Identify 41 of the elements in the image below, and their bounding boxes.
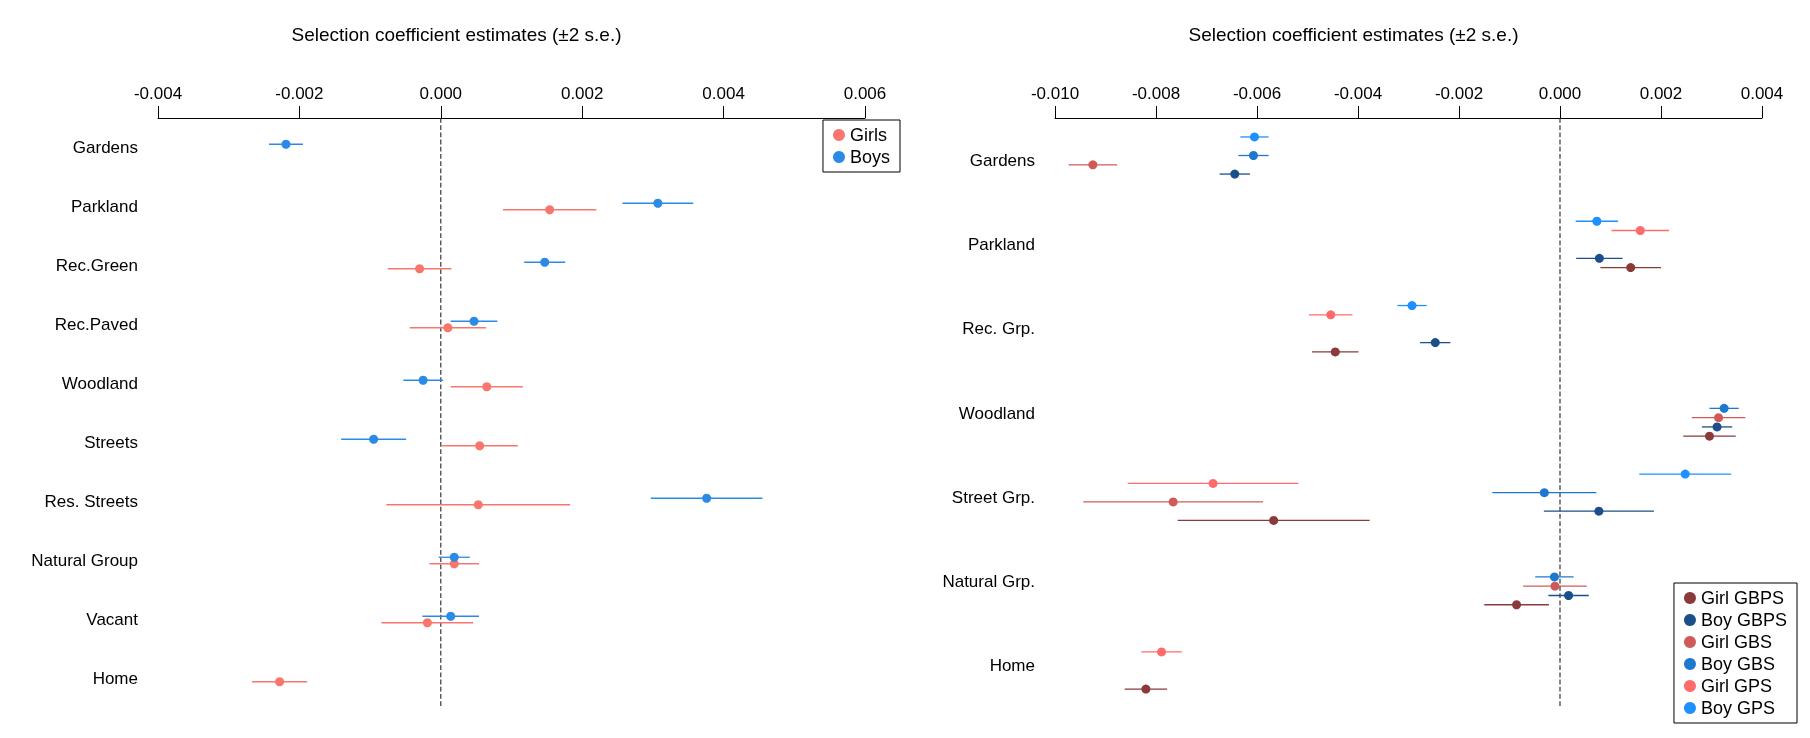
y-tick-label: Rec.Green: [55, 256, 138, 275]
y-tick-label: Natural Group: [31, 551, 138, 570]
y-tick-label: Woodland: [61, 374, 138, 393]
y-tick-label: Home: [989, 656, 1035, 676]
x-tick-label: -0.006: [1232, 84, 1282, 103]
y-tick-label: Rec.Paved: [54, 315, 138, 334]
y-tick-label: Parkland: [70, 197, 138, 216]
y-tick-label: Streets: [84, 433, 138, 452]
x-tick-label: 0.002: [1639, 84, 1683, 103]
y-tick-label: Res. Streets: [44, 492, 138, 511]
legend-label: Boy GPS: [1700, 698, 1775, 718]
x-tick-label: -0.008: [1131, 84, 1181, 103]
y-tick-label: Home: [92, 669, 138, 688]
y-tick-label: Street Grp.: [951, 487, 1035, 507]
x-tick-label: 0.004: [1740, 84, 1784, 103]
chart-title: Selection coefficient estimates (±2 s.e.): [1188, 24, 1519, 45]
chart-title: Selection coefficient estimates (±2 s.e.): [291, 24, 622, 45]
legend-label: Boys: [849, 147, 891, 167]
y-tick-label: Natural Grp.: [942, 572, 1035, 592]
legend-label: Girl GBS: [1700, 632, 1772, 652]
x-tick-label: 0.000: [1538, 84, 1582, 103]
y-tick-label: Parkland: [967, 234, 1035, 254]
legend-label: Boy GBS: [1700, 654, 1775, 674]
y-tick-label: Gardens: [969, 150, 1035, 170]
y-tick-label: Vacant: [86, 610, 139, 629]
x-tick-label: -0.004: [1333, 84, 1383, 103]
x-tick-label: -0.010: [1030, 84, 1080, 103]
x-tick-label: 0.002: [560, 84, 604, 103]
x-tick-label: 0.000: [419, 84, 463, 103]
y-tick-label: Rec. Grp.: [962, 319, 1035, 339]
x-tick-label: -0.004: [133, 84, 183, 103]
legend-label: Boy GBPS: [1700, 610, 1788, 630]
x-tick-label: 0.004: [702, 84, 745, 103]
x-tick-label: -0.002: [275, 84, 324, 103]
y-tick-label: Gardens: [72, 138, 138, 157]
legend-label: Girls: [849, 125, 887, 145]
y-tick-label: Woodland: [958, 403, 1035, 423]
x-tick-label: -0.002: [1434, 84, 1484, 103]
x-tick-label: 0.006: [843, 84, 887, 103]
legend-label: Girl GBPS: [1700, 588, 1784, 608]
legend-label: Girl GPS: [1700, 676, 1772, 696]
